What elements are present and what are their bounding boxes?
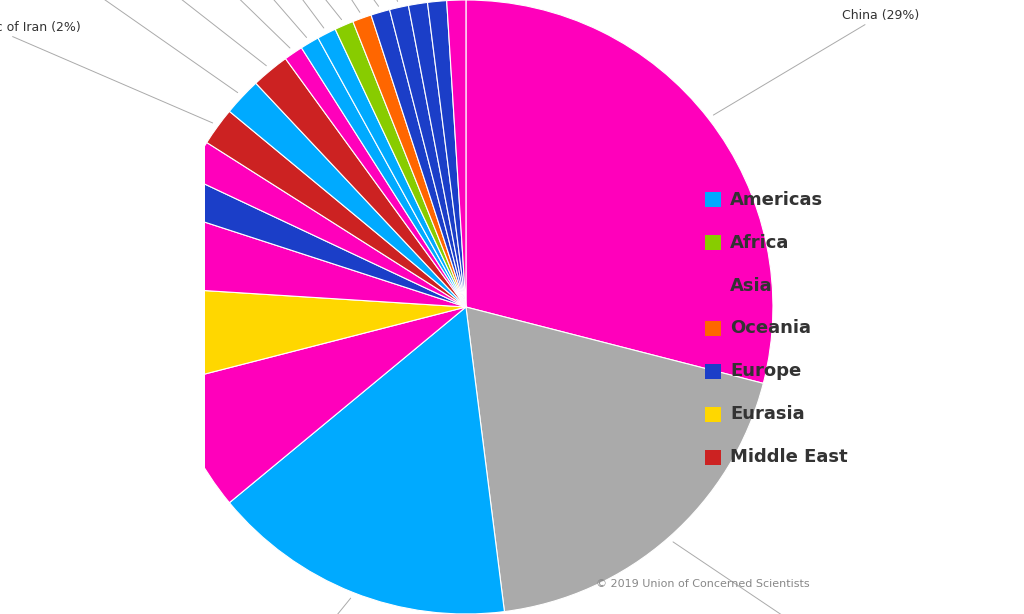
Text: Oceania: Oceania [730,319,811,338]
Text: France (1%): France (1%) [287,0,397,1]
Wedge shape [229,84,466,307]
Bar [706,278,721,293]
Text: Mexico (1%): Mexico (1%) [146,0,306,37]
Text: Asia: Asia [730,276,772,295]
Text: Americas: Americas [730,190,823,209]
Wedge shape [160,212,466,307]
Text: Rest of the world (19%): Rest of the world (19%) [673,542,929,614]
Wedge shape [169,307,466,503]
Text: Canada (2%): Canada (2%) [38,0,238,93]
Wedge shape [389,6,466,307]
Wedge shape [286,48,466,307]
Text: United States (16%): United States (16%) [165,598,350,614]
Text: Brazil (1%): Brazil (1%) [181,0,324,28]
Wedge shape [159,288,466,383]
Wedge shape [229,307,505,614]
Wedge shape [409,2,466,307]
Wedge shape [446,0,466,307]
Bar [706,235,721,251]
Wedge shape [427,1,466,307]
Text: Islamic Republic of Iran (2%): Islamic Republic of Iran (2%) [0,21,213,123]
Wedge shape [466,0,773,383]
Wedge shape [256,58,466,307]
Text: United Kingdom (1%): United Kingdom (1%) [200,0,379,6]
Bar [706,192,721,208]
Text: Eurasia: Eurasia [730,405,805,424]
Text: China (29%): China (29%) [714,9,920,115]
Bar [706,363,721,379]
Wedge shape [174,176,466,307]
Wedge shape [466,307,763,612]
Text: Middle East: Middle East [730,448,848,467]
Bar [706,321,721,336]
Text: Australia (1%): Australia (1%) [216,0,359,12]
Wedge shape [335,21,466,307]
Text: Saudi Arabia (2%): Saudi Arabia (2%) [49,0,266,66]
Wedge shape [353,15,466,307]
Wedge shape [371,10,466,307]
Text: South Africa (1%): South Africa (1%) [167,0,342,20]
Text: Indonesia (1%): Indonesia (1%) [104,0,290,48]
Wedge shape [207,111,466,307]
Wedge shape [318,29,466,307]
Text: © 2019 Union of Concerned Scientists: © 2019 Union of Concerned Scientists [596,580,810,589]
Bar [706,450,721,465]
Bar [706,407,721,422]
Wedge shape [301,38,466,307]
Text: Europe: Europe [730,362,801,381]
Wedge shape [188,142,466,307]
Text: Africa: Africa [730,233,790,252]
